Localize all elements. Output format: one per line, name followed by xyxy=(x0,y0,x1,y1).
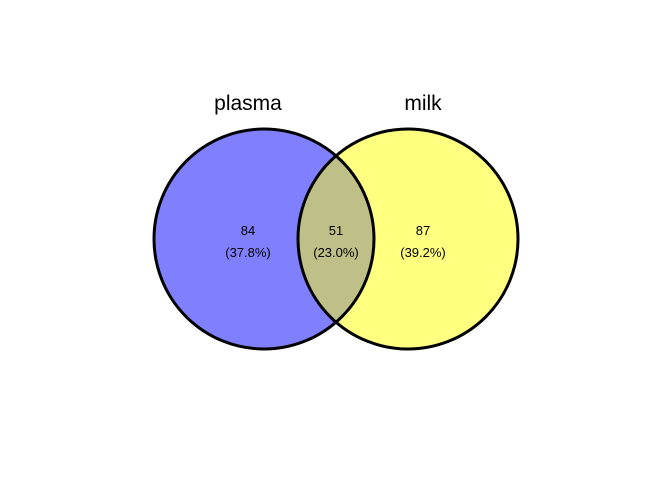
plasma-circle-outline xyxy=(152,127,376,351)
overlap-region xyxy=(298,129,374,349)
overlap-count: 51 xyxy=(329,223,343,238)
milk-circle-outline xyxy=(296,127,520,351)
set-label-plasma: plasma xyxy=(214,92,282,115)
milk-only-percent: (39.2%) xyxy=(400,245,446,260)
plasma-only-percent: (37.8%) xyxy=(225,245,271,260)
plasma-only-count: 84 xyxy=(241,223,255,238)
milk-only-count: 87 xyxy=(416,223,430,238)
set-label-milk: milk xyxy=(404,92,442,115)
overlap-percent: (23.0%) xyxy=(313,245,359,260)
